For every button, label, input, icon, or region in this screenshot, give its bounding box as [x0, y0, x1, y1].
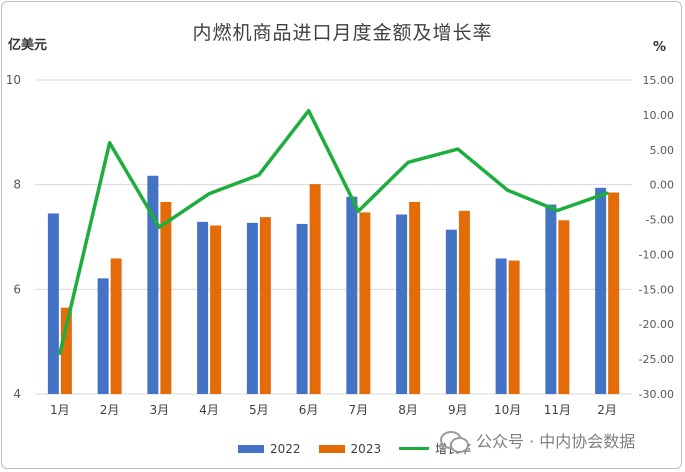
watermark: 公众号 · 中内协会数据: [440, 428, 636, 453]
x-tick-label: 1月: [50, 403, 70, 417]
bar-2023: [409, 201, 421, 394]
right-tick-label: -5.00: [646, 214, 674, 227]
bar-2023: [309, 184, 321, 394]
bar-2023: [458, 210, 470, 394]
bar-2022: [147, 175, 159, 394]
bar-2022: [47, 213, 59, 394]
bar-2022: [197, 221, 209, 394]
right-tick-label: -25.00: [639, 353, 674, 366]
right-tick-label: 5.00: [650, 144, 675, 157]
legend-swatch-growth: [399, 447, 430, 450]
bar-2023: [508, 260, 520, 394]
bar-2022: [545, 204, 557, 394]
bar-2022: [445, 229, 457, 394]
x-tick-label: 4月: [199, 403, 219, 417]
right-tick-label: -15.00: [639, 283, 674, 296]
growth-rate-point: [307, 109, 311, 113]
bar-2023: [110, 258, 122, 394]
growth-rate-point: [157, 225, 161, 229]
bar-2022: [396, 214, 408, 394]
bar-2022: [495, 258, 507, 394]
x-tick-label: 2月: [100, 403, 120, 417]
left-tick-label: 8: [13, 178, 21, 192]
growth-rate-point: [108, 141, 112, 145]
x-tick-label: 2月: [597, 403, 617, 417]
bar-2022: [97, 278, 109, 394]
left-axis-unit: 亿美元: [8, 38, 48, 53]
growth-rate-point: [605, 191, 609, 195]
legend-swatch-2023: [318, 444, 345, 453]
bar-2023: [210, 225, 222, 394]
growth-rate-line: [58, 108, 608, 354]
left-tick-label: 4: [13, 387, 21, 401]
left-tick-label: 6: [13, 282, 21, 296]
bar-2023: [160, 201, 172, 394]
right-tick-label: 10.00: [643, 109, 675, 122]
legend-item-2022: 2022: [238, 442, 301, 456]
bar-2023: [259, 217, 271, 394]
growth-rate-point: [356, 209, 360, 213]
right-tick-label: -10.00: [639, 248, 674, 261]
bar-2023: [608, 192, 620, 394]
legend-item-2023: 2023: [318, 441, 382, 456]
growth-rate-point: [207, 192, 211, 196]
x-tick-label: 7月: [349, 403, 369, 417]
x-tick-label: 9月: [448, 403, 468, 417]
growth-rate-point: [506, 188, 510, 192]
x-tick-label: 10月: [494, 403, 521, 417]
right-tick-label: 0.00: [650, 179, 675, 192]
growth-rate-point: [456, 147, 460, 151]
wechat-icon: [440, 429, 469, 453]
bar-2022: [346, 196, 358, 394]
right-tick-label: -30.00: [639, 388, 674, 401]
growth-rate-point: [58, 352, 62, 356]
right-axis-unit: %: [653, 40, 667, 55]
left-tick-label: 10: [6, 73, 21, 87]
legend-label-2022: 2022: [270, 441, 301, 456]
chart-title: 内燃机商品进口月度金额及增长率: [192, 22, 493, 44]
x-tick-label: 8月: [398, 403, 418, 417]
x-tick-label: 11月: [544, 403, 571, 417]
right-tick-label: -20.00: [639, 318, 674, 331]
bar-2023: [359, 212, 371, 394]
bar-2022: [246, 222, 258, 394]
right-tick-label: 15.00: [643, 74, 675, 87]
growth-rate-point: [257, 173, 261, 177]
growth-rate-point: [406, 160, 410, 164]
x-tick-label: 6月: [299, 403, 319, 417]
bar-2023: [558, 220, 570, 394]
watermark-text: 公众号 · 中内协会数据: [476, 432, 636, 451]
legend-label-2023: 2023: [350, 441, 382, 456]
bar-2022: [296, 223, 308, 394]
x-tick-label: 5月: [249, 403, 269, 417]
bar-2023: [60, 307, 72, 394]
bar-2022: [595, 187, 607, 394]
growth-rate-point: [555, 208, 559, 212]
legend-swatch-2022: [238, 444, 264, 453]
x-tick-label: 3月: [150, 403, 170, 417]
